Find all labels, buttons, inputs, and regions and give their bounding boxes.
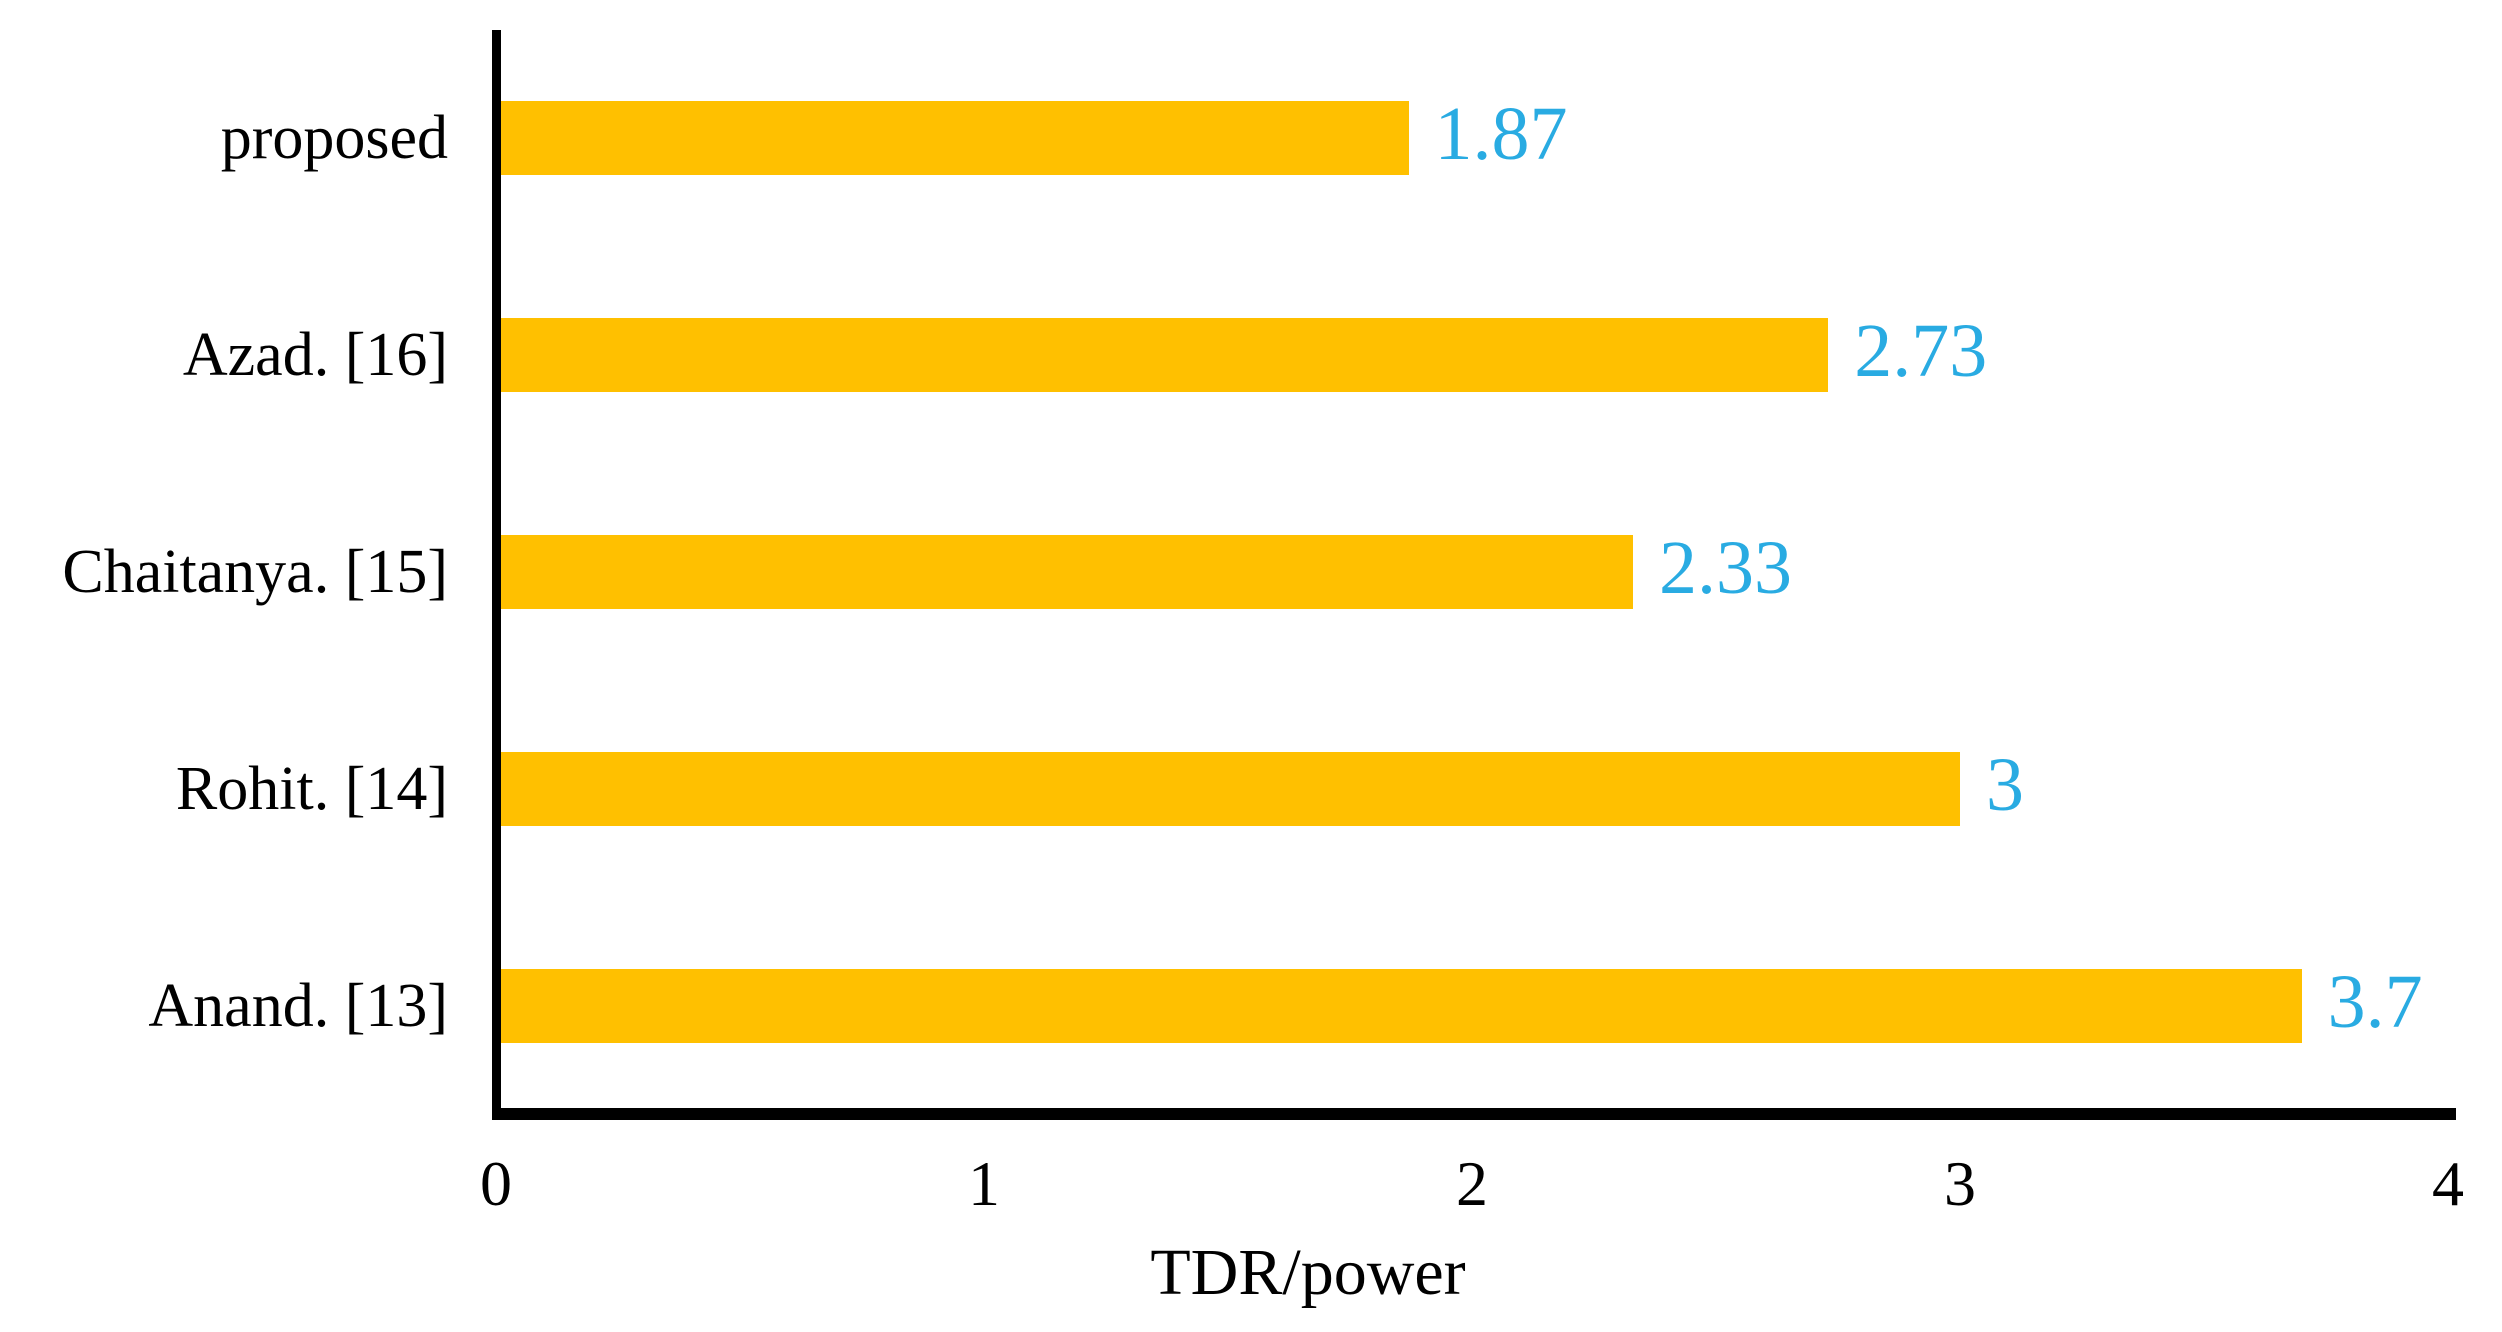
bar: [496, 101, 1409, 176]
bar: [496, 751, 1960, 826]
x-tick-label: 2: [1456, 1148, 1488, 1219]
value-label: 2.73: [1854, 309, 1988, 394]
bar: [496, 534, 1634, 609]
x-axis-line: [492, 1108, 2456, 1120]
category-label: Azad. [16]: [182, 321, 448, 390]
y-axis-line: [492, 30, 501, 1120]
category-label: proposed: [220, 104, 448, 173]
category-label: Chaitanya. [15]: [62, 537, 448, 606]
x-tick-label: 4: [2432, 1148, 2464, 1219]
category-label: Rohit. [14]: [175, 754, 448, 823]
bar-track: 3: [496, 680, 2448, 897]
bar-track: 1.87: [496, 30, 2448, 247]
x-tick-label: 0: [480, 1148, 512, 1219]
bar-row: Chaitanya. [15] 2.33: [0, 464, 2502, 681]
bar-track: 2.33: [496, 464, 2448, 681]
category-label: Anand. [13]: [148, 971, 448, 1040]
bar-row: proposed 1.87: [0, 30, 2502, 247]
x-tick-label: 1: [968, 1148, 1000, 1219]
bar-track: 3.7: [496, 897, 2448, 1114]
bar-row: Anand. [13] 3.7: [0, 897, 2502, 1114]
x-tick-label: 3: [1944, 1148, 1976, 1219]
bar: [496, 318, 1829, 393]
bar-row: Rohit. [14] 3: [0, 680, 2502, 897]
value-label: 1.87: [1434, 92, 1568, 177]
value-label: 3.7: [2327, 959, 2423, 1044]
value-label: 3: [1986, 742, 2024, 827]
bar-rows-container: proposed 1.87 Azad. [16] 2.73 Chaitanya. [15…: [0, 30, 2502, 1114]
value-label: 2.33: [1659, 525, 1793, 610]
bar-row: Azad. [16] 2.73: [0, 247, 2502, 464]
bar: [496, 968, 2302, 1043]
bar-track: 2.73: [496, 247, 2448, 464]
x-axis-title: TDR/power: [1150, 1236, 1466, 1309]
